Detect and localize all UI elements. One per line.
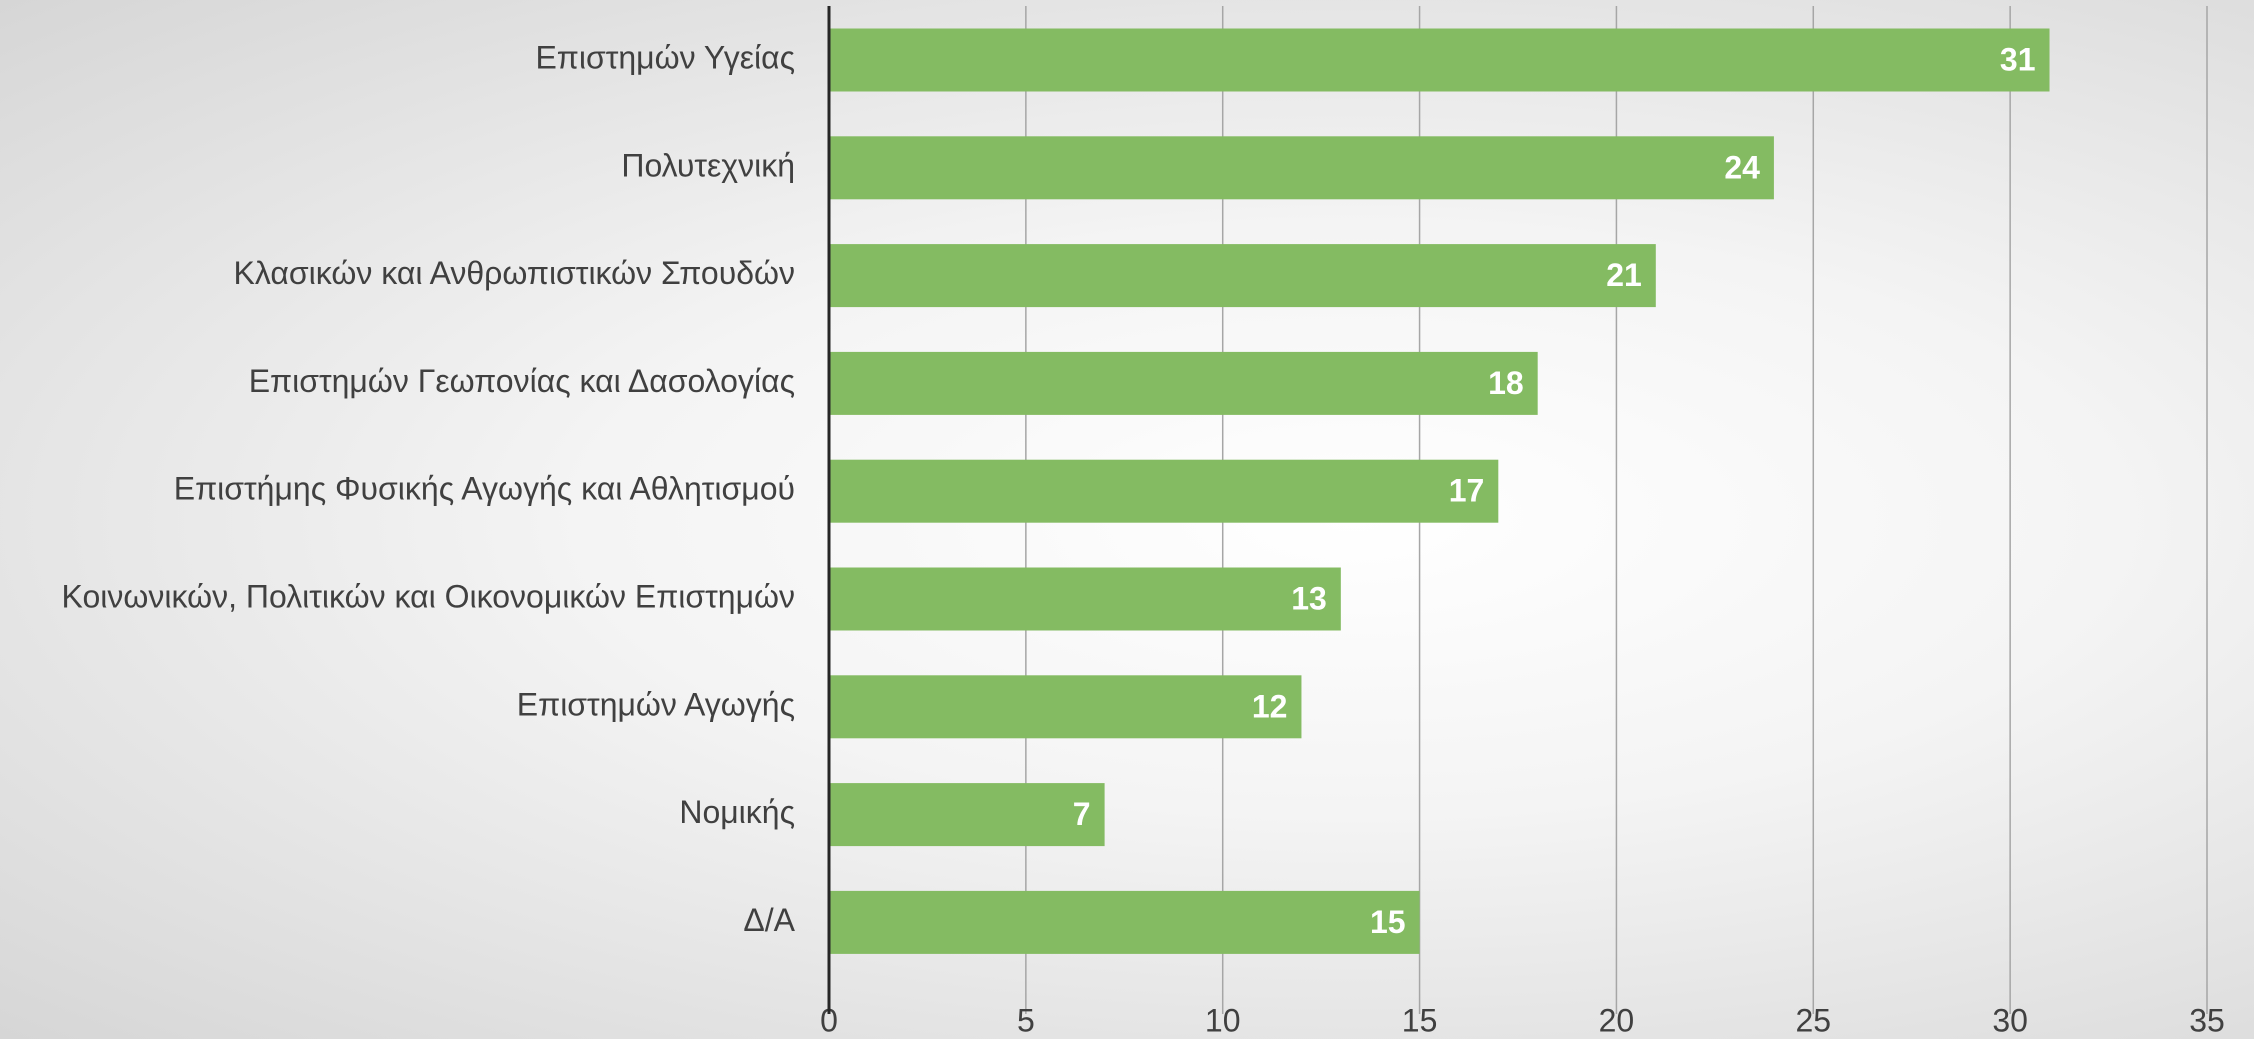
bar (829, 244, 1656, 308)
data-label: 31 (2000, 41, 2036, 77)
x-tick-label: 5 (1017, 1002, 1035, 1038)
y-tick-label: Κλασικών και Ανθρωπιστικών Σπουδών (234, 255, 795, 291)
y-tick-label: Κοινωνικών, Πολιτικών και Οικονομικών Επ… (62, 578, 795, 614)
data-label: 13 (1291, 580, 1327, 616)
y-tick-label: Νομικής (679, 794, 795, 830)
x-tick-label: 15 (1402, 1002, 1438, 1038)
x-tick-label: 30 (1992, 1002, 2028, 1038)
bar (829, 459, 1499, 523)
bar (829, 567, 1341, 631)
x-tick-label: 35 (2189, 1002, 2225, 1038)
y-tick-label: Επιστήμης Φυσικής Αγωγής και Αθλητισμού (174, 471, 795, 507)
bar (829, 351, 1538, 415)
y-tick-label: Επιστημών Υγείας (535, 39, 795, 75)
bar (829, 890, 1420, 954)
x-tick-label: 25 (1795, 1002, 1831, 1038)
y-tick-label: Επιστημών Αγωγής (517, 686, 795, 722)
data-label: 18 (1488, 365, 1524, 401)
x-tick-label: 10 (1205, 1002, 1241, 1038)
data-label: 12 (1252, 688, 1288, 724)
bar (829, 675, 1302, 739)
y-tick-label: Επιστημών Γεωπονίας και Δασολογίας (249, 363, 795, 399)
data-label: 7 (1073, 796, 1091, 832)
bar (829, 28, 2050, 92)
x-tick-label: 20 (1599, 1002, 1635, 1038)
x-tick-label: 0 (820, 1002, 838, 1038)
y-tick-label: Πολυτεχνική (621, 147, 795, 183)
bar (829, 783, 1105, 847)
data-label: 24 (1724, 149, 1760, 185)
data-label: 17 (1449, 473, 1485, 509)
y-tick-label: Δ/Α (743, 902, 795, 938)
data-label: 21 (1606, 257, 1642, 293)
data-label: 15 (1370, 904, 1406, 940)
bar (829, 136, 1774, 200)
